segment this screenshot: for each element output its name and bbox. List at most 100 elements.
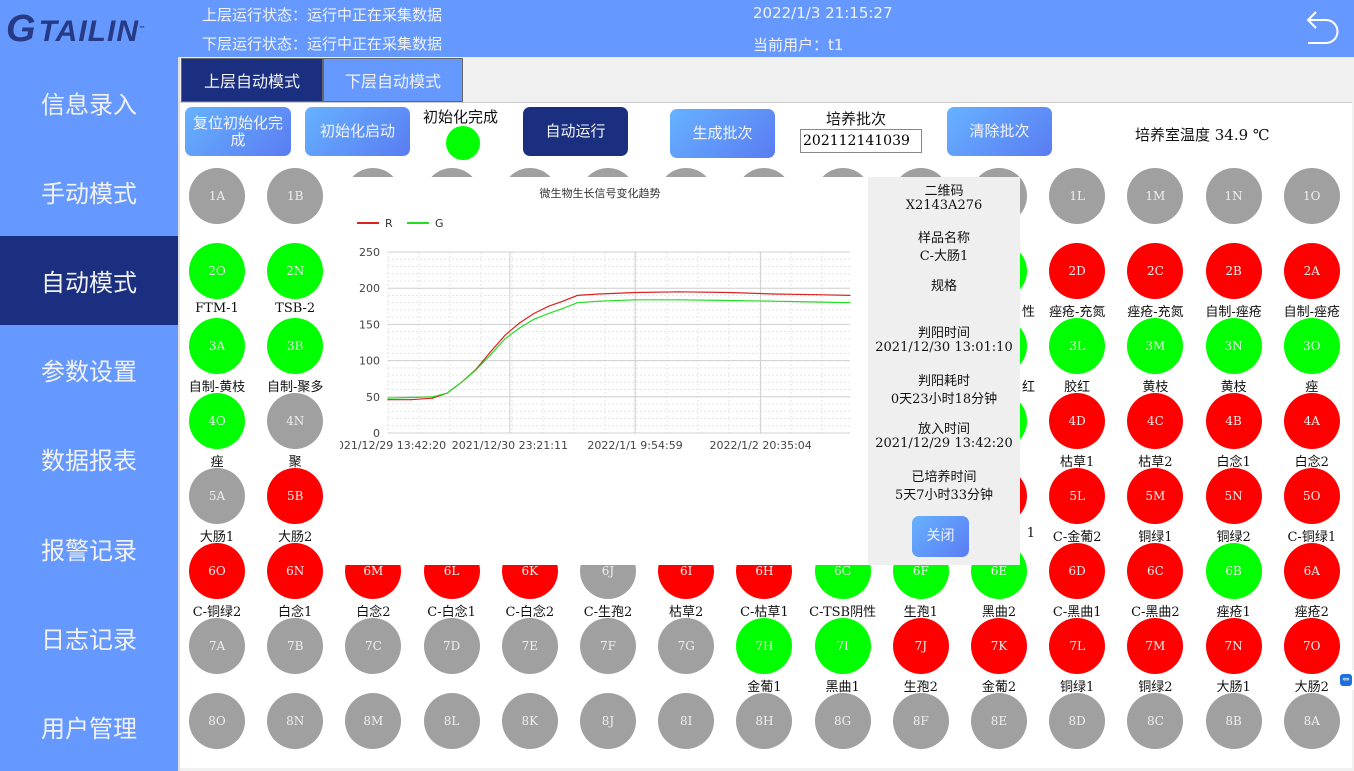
sample-cell[interactable]: 5O [1283,468,1340,524]
sample-cell[interactable]: 8N [267,693,324,749]
y-tick-label: 150 [359,318,380,331]
sample-cell[interactable]: 3A [189,318,245,374]
sample-label: FTM-1 [195,301,239,316]
sidebar-item-alarm-log[interactable]: 报警记录 [0,504,178,593]
sample-cell[interactable]: 7B [267,618,324,674]
sample-cell[interactable]: 2O [189,243,245,299]
sample-cell[interactable]: 8A [1283,693,1340,749]
sample-cell[interactable]: 1B [267,168,324,224]
sample-cell[interactable]: 4B [1205,393,1262,449]
sample-cell[interactable]: 8D [1049,693,1106,749]
sample-cell[interactable]: 2D [1049,243,1106,299]
sample-cell[interactable]: 3L [1049,318,1106,374]
sample-cell[interactable]: 8I [658,693,715,749]
sample-cell[interactable]: 4O [189,393,245,449]
auto-run-button[interactable]: 自动运行 [523,107,628,156]
sample-label: 痤疮1 [1216,605,1251,620]
sample-cell[interactable]: 2N [267,243,324,299]
back-icon[interactable] [1302,8,1340,50]
sample-label: 白念1 [1216,455,1251,470]
sample-cell[interactable]: 2C [1127,243,1184,299]
sample-cell[interactable]: 8B [1205,693,1262,749]
sample-cell[interactable]: 5M [1127,468,1184,524]
sample-cell[interactable]: 4D [1049,393,1106,449]
sample-cell[interactable]: 1A [189,168,245,224]
data-point [489,351,492,353]
sample-cell[interactable]: 7N [1205,618,1262,674]
sample-cell[interactable]: 7L [1049,618,1106,674]
sample-cell[interactable]: 8M [345,693,402,749]
data-point [431,396,434,398]
sample-cell[interactable]: 1N [1205,168,1262,224]
sample-cell[interactable]: 7O [1283,618,1340,674]
sidebar-item-label: 自动模式 [41,269,137,297]
sample-cell[interactable]: 8F [892,693,949,749]
tab-lower-auto[interactable]: 下层自动模式 [323,58,463,102]
sidebar-item-data-report[interactable]: 数据报表 [0,414,178,503]
sample-label: C-铜绿1 [1287,530,1337,545]
sample-cell[interactable]: 8C [1127,693,1184,749]
reset-init-button[interactable]: 复位初始化完成 [185,107,291,156]
sample-cell[interactable]: 3N [1205,318,1262,374]
sample-cell[interactable]: 4A [1283,393,1340,449]
data-point [634,291,636,294]
sample-cell[interactable]: 7J [892,618,949,674]
sample-cell[interactable]: 7F [580,618,636,674]
sample-cell[interactable]: 6B [1205,543,1262,599]
sample-cell[interactable]: 7K [971,618,1027,674]
init-start-button[interactable]: 初始化启动 [305,107,410,156]
sample-cell[interactable]: 1M [1127,168,1184,224]
sample-cell[interactable]: 5A [189,468,245,524]
sample-cell[interactable]: 8O [189,693,245,749]
sample-cell[interactable]: 2A [1283,243,1340,299]
sample-cell[interactable]: 4N [267,393,324,449]
sample-cell[interactable]: 8L [423,693,480,749]
sample-cell[interactable]: 7C [345,618,402,674]
sample-cell[interactable]: 8E [971,693,1027,749]
sidebar-item-system-log[interactable]: 日志记录 [0,593,178,682]
sample-cell[interactable]: 7A [189,618,245,674]
sample-cell[interactable]: 5N [1205,468,1262,524]
sample-cell[interactable]: 6A [1283,543,1340,599]
sample-cell[interactable]: 6D [1049,543,1106,599]
sample-cell[interactable]: 8G [814,693,871,749]
clear-batch-button[interactable]: 清除批次 [947,107,1052,156]
remote-control-icon[interactable]: ⇔ [1338,670,1354,690]
sample-cell[interactable]: 3B [267,318,324,374]
sample-cell[interactable]: 8J [580,693,636,749]
sample-cell[interactable]: 7M [1127,618,1184,674]
sample-cell[interactable]: 4C [1127,393,1184,449]
sample-cell[interactable]: 8H [736,693,793,749]
sample-cell[interactable]: 2B [1205,243,1262,299]
sample-cell[interactable]: 1O [1283,168,1340,224]
sample-cell[interactable]: 5L [1049,468,1106,524]
sidebar-item-parameters[interactable]: 参数设置 [0,325,178,414]
sample-cell[interactable]: 1L [1049,168,1106,224]
data-point [504,334,506,336]
sample-cell[interactable]: 6N [267,543,324,599]
sample-cell[interactable]: 7D [423,618,480,674]
sample-cell[interactable]: 6C [1127,543,1184,599]
data-point [562,307,564,310]
sample-cell[interactable]: 8K [501,693,558,749]
sample-cell[interactable]: 7H [736,618,793,674]
sidebar-item-auto-mode[interactable]: 自动模式 [0,236,178,325]
tab-upper-auto[interactable]: 上层自动模式 [181,58,323,102]
data-point [562,300,564,302]
sidebar-item-manual-mode[interactable]: 手动模式 [0,147,178,236]
sidebar-item-user-management[interactable]: 用户管理 [0,682,178,771]
sample-cell[interactable]: 7I [814,618,871,674]
sample-cell[interactable]: 6O [189,543,245,599]
batch-input[interactable] [800,129,922,153]
sidebar-item-info-entry[interactable]: 信息录入 [0,58,178,147]
info-value: 5天7小时33分钟 [894,488,994,503]
sample-cell[interactable]: 7G [658,618,715,674]
close-button[interactable]: 关闭 [912,516,969,557]
generate-batch-button[interactable]: 生成批次 [670,109,775,158]
sample-cell[interactable]: 3O [1283,318,1340,374]
sample-cell[interactable]: 7E [501,618,558,674]
data-point [678,299,680,301]
sample-cell[interactable]: 3M [1127,318,1184,374]
sample-cell[interactable]: 5B [267,468,324,524]
sample-label: 生孢1 [903,605,938,620]
